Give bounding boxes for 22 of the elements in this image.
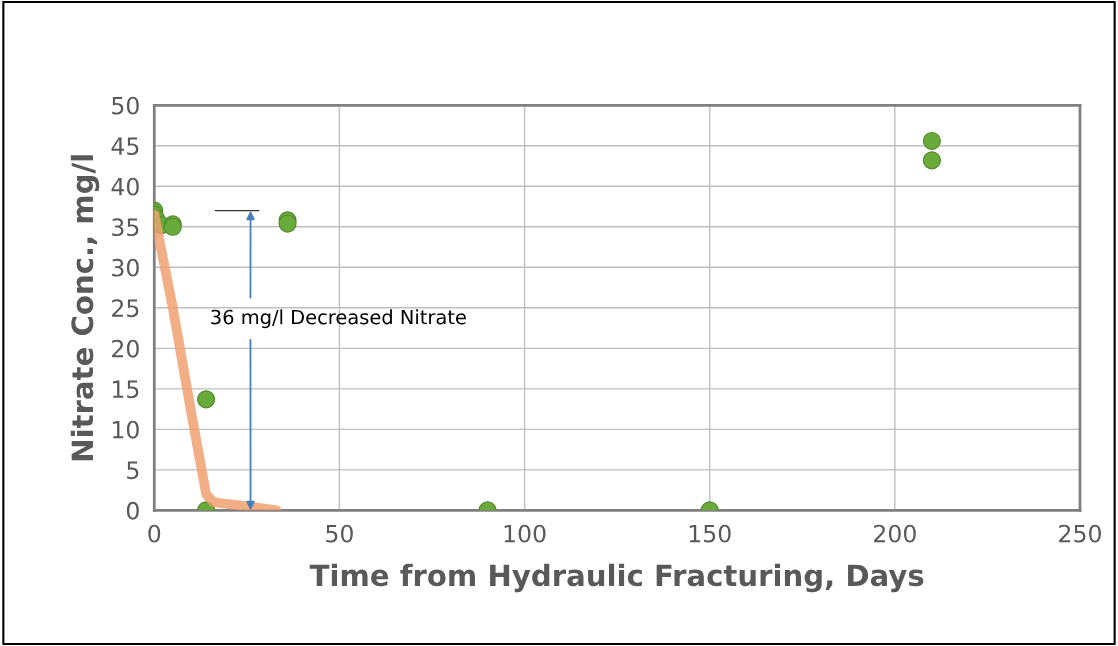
y-tick-label: 10 — [112, 420, 139, 439]
y-tick-label: 5 — [127, 461, 139, 480]
x-tick-label: 200 — [874, 524, 916, 543]
y-tick-label: 0 — [126, 501, 139, 520]
y-tick-label: 40 — [111, 177, 139, 196]
y-tick-label: 20 — [112, 339, 139, 358]
x-tick-label: 150 — [689, 524, 731, 543]
y-tick-label: 15 — [112, 380, 139, 399]
y-axis-title: Nitrate Conc., mg/l — [70, 155, 100, 461]
x-tick-label: 0 — [148, 524, 161, 543]
x-tick-label: 100 — [504, 524, 546, 543]
x-tick-label: 50 — [326, 524, 353, 543]
point — [922, 151, 941, 170]
x-tick-label: 250 — [1059, 524, 1101, 543]
annotation: 36 mg/l Decreased Nitrate — [211, 309, 466, 329]
y-tick-label: 30 — [112, 258, 139, 277]
point — [922, 131, 941, 151]
y-tick-label: 45 — [111, 137, 139, 156]
x-axis-title: Time from Hydraulic Fracturing, Days — [309, 563, 924, 593]
y-tick-label: 35 — [112, 218, 139, 237]
y-tick-label: 50 — [112, 96, 139, 115]
y-tick-label: 25 — [112, 299, 139, 318]
